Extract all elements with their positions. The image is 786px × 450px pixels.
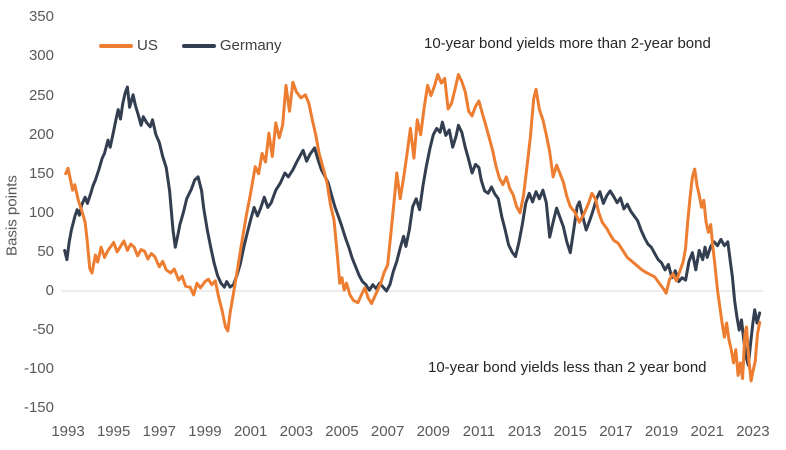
annotation-negative-spread: 10-year bond yields less than 2 year bon… <box>428 359 707 376</box>
x-tick-label: 2003 <box>279 423 313 440</box>
germany-line-swatch-icon <box>181 43 216 48</box>
y-tick-label: 50 <box>37 242 54 260</box>
x-tick-label: 2023 <box>736 423 770 440</box>
annotation-positive-spread: 10-year bond yields more than 2-year bon… <box>424 35 711 52</box>
y-tick-label: -100 <box>23 360 54 378</box>
chart-legend: US Germany <box>99 37 300 54</box>
x-tick-label: 1999 <box>188 423 222 440</box>
x-tick-label: 2017 <box>599 423 633 440</box>
us-spread-line <box>64 73 762 383</box>
x-tick-label: 2005 <box>325 423 359 440</box>
legend-label-germany: Germany <box>219 37 282 54</box>
x-tick-label: 1993 <box>51 423 85 440</box>
x-tick-label: 2015 <box>553 423 587 440</box>
legend-label-us: US <box>137 37 158 54</box>
x-tick-label: 2009 <box>416 423 450 440</box>
y-tick-label: 300 <box>28 47 54 65</box>
legend-item-germany: Germany <box>181 37 282 54</box>
y-tick-label: -50 <box>32 321 54 339</box>
germany-spread-line <box>63 85 762 367</box>
y-tick-label: 250 <box>28 86 54 104</box>
x-tick-label: 2021 <box>690 423 724 440</box>
x-tick-label: 2013 <box>507 423 542 440</box>
y-tick-label: 350 <box>28 8 54 26</box>
y-tick-label: -150 <box>23 399 54 417</box>
x-tick-label: 1995 <box>96 423 131 440</box>
y-tick-label: 150 <box>28 164 54 182</box>
x-tick-label: 2011 <box>462 423 496 440</box>
y-tick-label: 0 <box>45 282 54 299</box>
x-tick-label: 2007 <box>370 423 405 440</box>
y-tick-label: 200 <box>28 125 54 143</box>
x-tick-label: 2019 <box>644 423 679 440</box>
y-tick-label: 100 <box>28 203 54 221</box>
x-tick-label: 1997 <box>142 423 176 440</box>
us-line-swatch-icon <box>99 43 133 48</box>
legend-item-us: US <box>99 37 158 54</box>
x-tick-label: 2001 <box>233 423 268 440</box>
